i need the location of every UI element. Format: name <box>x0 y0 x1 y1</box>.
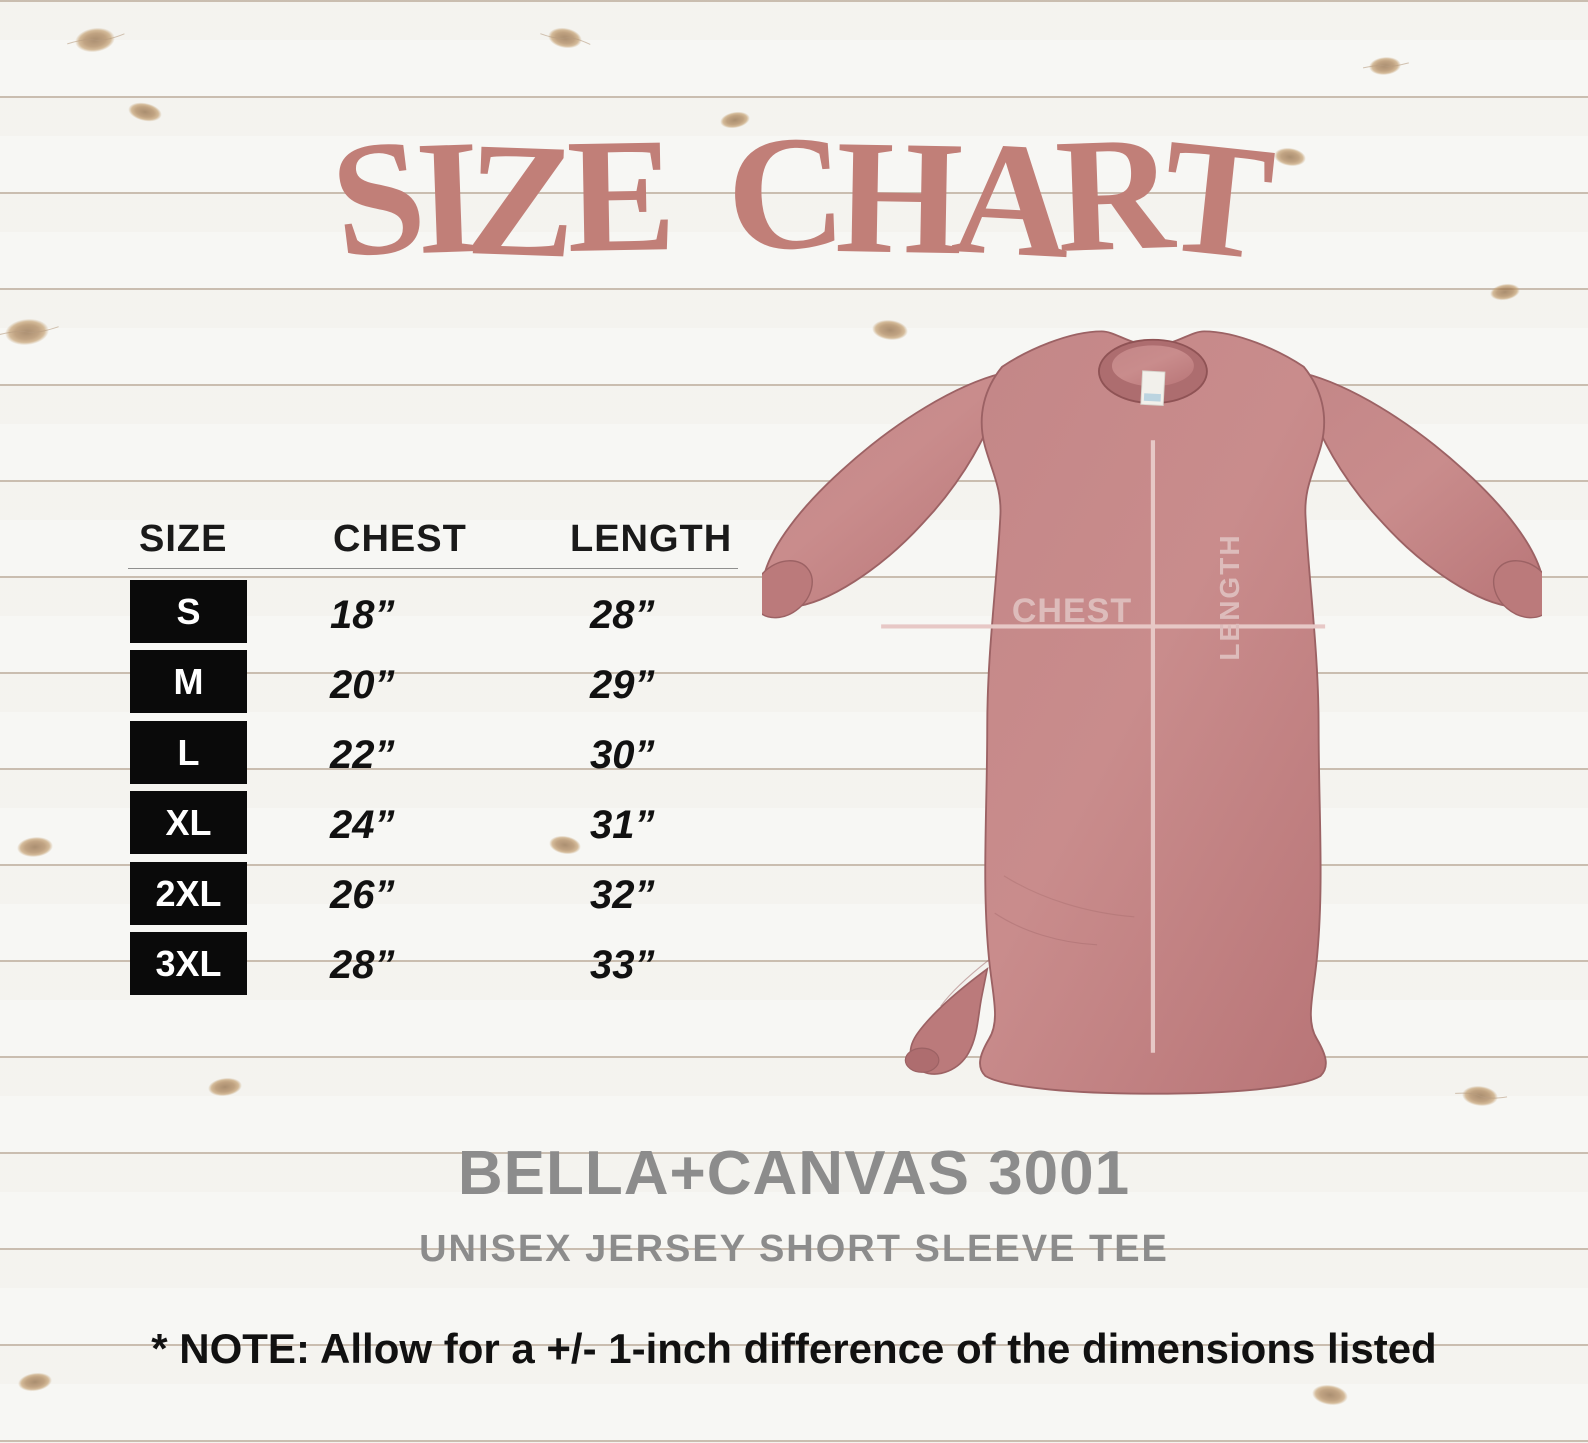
svg-text:H: H <box>834 107 964 289</box>
svg-text:T: T <box>1154 105 1281 295</box>
